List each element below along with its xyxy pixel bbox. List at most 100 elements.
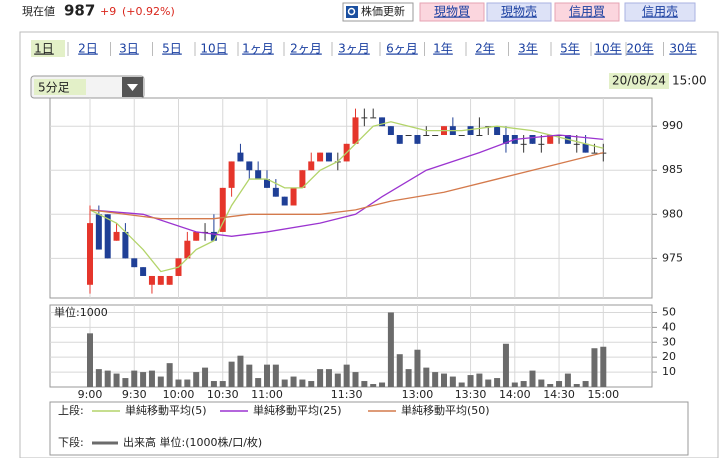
tab[interactable]: 10日 bbox=[200, 42, 227, 56]
tab[interactable]: 5日 bbox=[162, 42, 182, 56]
candle-body bbox=[95, 214, 102, 250]
candle-body bbox=[237, 152, 244, 162]
tab[interactable]: 5年 bbox=[560, 42, 580, 56]
volume-bar bbox=[87, 333, 93, 387]
volume-bar bbox=[325, 369, 332, 387]
tab[interactable]: 30年 bbox=[669, 42, 696, 56]
y-tick-label: 975 bbox=[662, 251, 683, 264]
tab[interactable]: 10年 bbox=[594, 42, 621, 56]
x-tick-label: 11:00 bbox=[251, 388, 283, 401]
candle-body bbox=[502, 135, 509, 144]
time: 15:00 bbox=[672, 74, 707, 88]
price: 987 bbox=[64, 2, 95, 20]
volume-bar bbox=[600, 346, 607, 387]
candle-body bbox=[104, 214, 111, 259]
tab[interactable]: 1年 bbox=[433, 42, 453, 56]
volume-bar bbox=[317, 369, 324, 387]
volume-bar bbox=[520, 381, 527, 387]
volume-bar bbox=[343, 364, 350, 387]
volume-bar bbox=[458, 382, 465, 387]
tab[interactable]: 3年 bbox=[518, 42, 538, 56]
volume-bar bbox=[202, 367, 209, 387]
interval-text: 5分足 bbox=[38, 81, 70, 95]
candle-body bbox=[184, 240, 191, 259]
volume-bar bbox=[255, 378, 262, 387]
y-tick-label: 10 bbox=[662, 365, 676, 378]
candle-body bbox=[458, 135, 465, 137]
candle-body bbox=[290, 187, 297, 206]
moving-average bbox=[89, 151, 604, 220]
select-arrow bbox=[127, 84, 138, 91]
tab-selected bbox=[31, 40, 65, 57]
y-tick-label: 990 bbox=[662, 119, 683, 132]
candle-body bbox=[308, 161, 315, 171]
candle-body bbox=[432, 135, 439, 137]
candle-body bbox=[573, 143, 580, 145]
legend-label: 上段: bbox=[58, 403, 84, 417]
candle-body bbox=[582, 143, 589, 153]
volume-bar bbox=[290, 376, 297, 387]
date-highlight bbox=[609, 73, 669, 89]
button-label[interactable]: 現物売 bbox=[501, 4, 537, 19]
button[interactable] bbox=[486, 2, 552, 22]
button[interactable] bbox=[342, 2, 414, 22]
volume-bar bbox=[476, 373, 483, 387]
x-tick-label: 10:00 bbox=[163, 388, 195, 401]
tab[interactable]: 6ヶ月 bbox=[386, 42, 418, 56]
volume-bar bbox=[485, 379, 492, 387]
candle-body bbox=[246, 161, 253, 171]
candle-body bbox=[538, 143, 545, 145]
tab[interactable]: 3日 bbox=[119, 42, 139, 56]
candle-body bbox=[414, 135, 421, 144]
button-label[interactable]: 株価更新 bbox=[361, 4, 405, 18]
candle-body bbox=[494, 126, 501, 136]
candle-body bbox=[131, 258, 138, 268]
moving-average bbox=[89, 134, 604, 237]
tab[interactable]: 2日 bbox=[78, 42, 98, 56]
volume-bar bbox=[494, 378, 501, 387]
x-tick-label: 14:30 bbox=[543, 388, 575, 401]
candle-body bbox=[281, 196, 288, 206]
volume-bar bbox=[131, 370, 138, 387]
volume-bar bbox=[556, 381, 563, 387]
candle-body bbox=[228, 161, 235, 188]
x-tick-label: 11:30 bbox=[331, 388, 363, 401]
tab[interactable]: 1日 bbox=[34, 42, 54, 56]
candle-body bbox=[193, 231, 200, 241]
volume-bar bbox=[432, 372, 439, 387]
button-label[interactable]: 現物買 bbox=[434, 5, 470, 19]
candle-body bbox=[520, 143, 527, 145]
x-tick-label: 13:00 bbox=[402, 388, 434, 401]
volume-bar bbox=[95, 369, 102, 387]
tab[interactable]: 1ヶ月 bbox=[242, 42, 274, 56]
volume-bar bbox=[529, 370, 536, 387]
button-label[interactable]: 信用売 bbox=[642, 4, 678, 19]
candle-body bbox=[591, 152, 598, 154]
y-tick-label: 985 bbox=[662, 163, 683, 176]
legend-text: 単純移動平均(25) bbox=[253, 403, 342, 417]
volume-bar bbox=[334, 373, 341, 387]
tab[interactable]: 3ヶ月 bbox=[338, 42, 370, 56]
x-tick-label: 10:30 bbox=[207, 388, 239, 401]
button[interactable] bbox=[624, 2, 696, 22]
change: +9 bbox=[100, 5, 116, 18]
x-tick-label: 9:00 bbox=[78, 388, 103, 401]
volume-bar bbox=[228, 361, 235, 387]
volume-bar bbox=[361, 381, 368, 387]
volume-bar bbox=[237, 355, 244, 387]
button[interactable] bbox=[419, 2, 485, 22]
tab[interactable]: 2年 bbox=[475, 42, 495, 56]
candle-body bbox=[140, 267, 147, 276]
volume-bar bbox=[547, 384, 554, 387]
y-tick-label: 30 bbox=[662, 335, 676, 348]
tab[interactable]: 2ヶ月 bbox=[290, 42, 322, 56]
volume-bar bbox=[538, 379, 545, 387]
legend-label: 下段: bbox=[58, 435, 84, 449]
tab[interactable]: 20年 bbox=[626, 42, 653, 56]
button-label[interactable]: 信用買 bbox=[569, 5, 605, 19]
volume-bar bbox=[352, 372, 359, 387]
change-pct: (+0.92%) bbox=[122, 5, 175, 18]
button[interactable] bbox=[554, 2, 620, 22]
candle-body bbox=[379, 117, 386, 127]
price-label: 現在値 bbox=[22, 5, 55, 18]
